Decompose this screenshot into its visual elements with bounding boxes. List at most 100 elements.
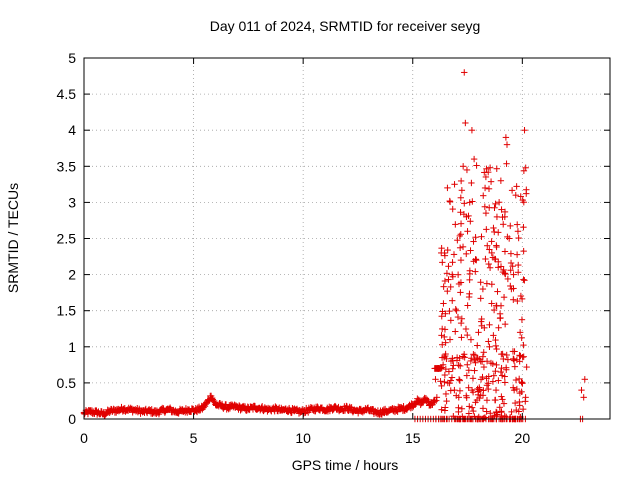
data-point (514, 269, 522, 276)
data-point (455, 280, 463, 288)
data-point (457, 256, 465, 264)
data-point (433, 397, 440, 404)
data-point (493, 345, 500, 353)
data-point (513, 356, 521, 363)
data-point (479, 373, 486, 381)
data-point (521, 277, 528, 284)
y-axis-label: SRMTID / TECUs (5, 183, 21, 293)
data-point (501, 213, 508, 221)
data-point (445, 368, 453, 375)
data-point (432, 376, 439, 383)
data-point (459, 243, 467, 251)
data-point (133, 407, 140, 414)
data-point (337, 405, 344, 413)
data-point (497, 263, 505, 270)
data-point (466, 270, 474, 278)
data-point (456, 387, 464, 394)
data-point (472, 359, 479, 366)
data-point (515, 234, 522, 242)
y-tick-label: 4 (68, 122, 76, 138)
data-point (481, 184, 489, 192)
x-tick-label: 20 (515, 430, 531, 446)
data-point (474, 342, 481, 349)
data-point (443, 355, 450, 363)
data-point (454, 271, 462, 278)
data-point (501, 248, 509, 255)
data-point (93, 409, 101, 416)
data-point (495, 199, 503, 206)
data-point (516, 352, 523, 359)
data-point (511, 363, 519, 370)
data-point (284, 406, 292, 413)
data-point (463, 213, 470, 221)
data-point (477, 318, 485, 325)
chart-title: Day 011 of 2024, SRMTID for receiver sey… (210, 18, 481, 34)
data-point (498, 408, 505, 416)
y-tick-label: 0.5 (57, 375, 77, 391)
data-point (409, 401, 416, 408)
data-point (513, 385, 521, 393)
data-point (503, 351, 510, 359)
data-point (455, 361, 462, 369)
data-point (512, 191, 519, 199)
data-point (120, 405, 127, 413)
data-point (396, 405, 403, 413)
data-point (504, 356, 512, 363)
data-point (413, 397, 421, 405)
data-point (454, 313, 462, 321)
data-point (457, 177, 465, 185)
data-point (518, 295, 526, 303)
data-point (486, 343, 493, 350)
data-point (484, 242, 491, 249)
data-point (482, 173, 490, 181)
data-point (491, 204, 498, 211)
y-axis-ticks: 0 0.5 1 1.5 2 2.5 3 3.5 4 4.5 5 (57, 50, 610, 427)
data-point (461, 69, 468, 76)
data-point (466, 199, 473, 206)
data-point (485, 385, 492, 393)
data-point (441, 371, 449, 379)
data-point (466, 403, 473, 410)
data-point (310, 405, 318, 413)
data-point (510, 356, 517, 363)
data-point (500, 293, 508, 301)
data-point (479, 285, 487, 293)
data-point (500, 266, 507, 274)
x-axis-label: GPS time / hours (292, 457, 399, 473)
data-point (485, 168, 492, 176)
data-point (480, 192, 487, 199)
data-point (87, 408, 94, 415)
data-point (438, 354, 446, 361)
data-point (482, 209, 490, 217)
data-point (578, 386, 585, 394)
data-point (469, 375, 477, 382)
y-tick-label: 3 (68, 194, 76, 210)
data-point (451, 181, 458, 188)
data-point (502, 270, 509, 278)
data-point (520, 199, 528, 206)
data-point (508, 187, 516, 194)
data-point (507, 282, 514, 290)
data-point (512, 376, 520, 384)
data-point (483, 397, 491, 404)
data-point (442, 310, 449, 317)
data-point (518, 316, 526, 323)
data-point (519, 405, 527, 413)
data-point (370, 408, 377, 415)
data-point (439, 341, 446, 348)
data-point (343, 404, 351, 412)
data-point (491, 255, 499, 263)
data-point (495, 324, 502, 331)
data-point (477, 392, 484, 399)
y-tick-label: 1 (68, 339, 76, 355)
data-point (439, 259, 446, 266)
data-point (442, 390, 450, 398)
data-point (444, 379, 452, 387)
data-point (232, 403, 239, 410)
data-point (501, 270, 508, 277)
data-point (462, 119, 469, 127)
data-point (438, 364, 446, 371)
data-point (291, 407, 298, 415)
data-point (494, 288, 501, 295)
